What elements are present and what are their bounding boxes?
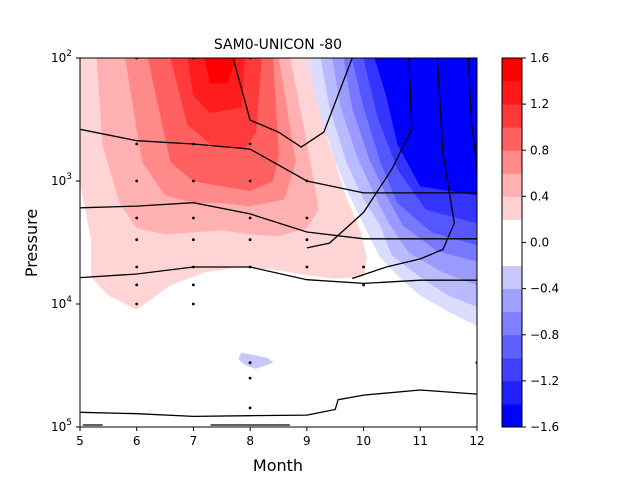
colorbar-band	[502, 357, 522, 382]
y-tick-label: 104	[51, 295, 72, 311]
stipple-dot	[248, 376, 252, 380]
colorbar-band	[502, 173, 522, 197]
stipple-dot	[305, 216, 309, 220]
colorbar: 1.6 1.2 0.8 0.4 0.0 −0.4 −0.8 −1.2 −1.6	[501, 51, 559, 434]
stipple-dot	[135, 283, 139, 287]
stipple-dot	[192, 238, 195, 242]
colorbar-tick-label: 1.2	[530, 97, 549, 111]
stipple-dot	[248, 361, 252, 365]
stipple-dot	[305, 265, 309, 269]
stipple-dot	[135, 265, 139, 269]
x-tick-label: 11	[413, 434, 428, 448]
x-tick-label: 8	[246, 434, 254, 448]
stipple-dot	[305, 238, 309, 242]
colorbar-tick-label: −0.4	[530, 282, 559, 296]
contour-line	[351, 58, 455, 280]
colorbar-tick-label: 1.6	[530, 51, 549, 65]
y-tick-label: 105	[51, 418, 72, 434]
colorbar-band	[502, 196, 522, 220]
colorbar-tick-label: −1.6	[530, 420, 559, 434]
stipple-dot	[192, 142, 195, 146]
contour-line	[80, 128, 477, 194]
x-axis: 5 6 7 8 9 10 11 12	[76, 427, 485, 448]
contour-lines	[80, 58, 477, 418]
x-axis-label: Month	[253, 456, 303, 475]
y-tick-label: 103	[51, 172, 72, 188]
contour-fill-region	[204, 58, 237, 84]
stipple-dot	[248, 216, 252, 220]
colorbar-band	[502, 150, 522, 174]
contour-line	[306, 58, 413, 249]
stipple-dot	[248, 142, 252, 146]
colorbar-tick-label: −1.2	[530, 374, 559, 388]
x-tick-label: 10	[356, 434, 371, 448]
stipple-dot	[135, 179, 139, 183]
colorbar-band	[502, 334, 522, 359]
x-tick-label: 12	[469, 434, 484, 448]
colorbar-tick-label: 0.0	[530, 236, 549, 250]
colorbar-tick-label: −0.8	[530, 328, 559, 342]
contour-fill-region	[238, 352, 274, 369]
stipple-dot	[192, 265, 195, 269]
plot-area	[80, 58, 477, 427]
stipple-dot	[192, 216, 195, 220]
colorbar-band	[502, 127, 522, 151]
x-tick-label: 9	[303, 434, 311, 448]
stipple-dot	[248, 179, 252, 183]
y-tick-label: 102	[51, 49, 72, 65]
colorbar-tick-label: 0.8	[530, 143, 549, 157]
colorbar-tick-label: 0.4	[530, 189, 549, 203]
contour-fill-region	[374, 58, 477, 196]
y-axis: 102 103 104 105	[51, 49, 80, 434]
chart-title: SAM0-UNICON -80	[214, 37, 342, 53]
stipple-dot	[192, 179, 195, 183]
colorbar-band	[502, 265, 522, 290]
stipple-dot	[248, 406, 252, 410]
x-tick-label: 7	[190, 434, 198, 448]
colorbar-band	[502, 81, 522, 105]
stipple-dot	[192, 302, 195, 306]
stipple-dot	[135, 216, 139, 220]
x-tick-label: 6	[133, 434, 141, 448]
plot-frame	[79, 57, 478, 428]
colorbar-band	[502, 219, 522, 266]
stipple-dot	[362, 283, 365, 287]
stipple-dot	[248, 238, 252, 242]
y-axis-label: Pressure	[22, 209, 41, 277]
contour-line	[80, 266, 477, 285]
colorbar-band	[502, 288, 522, 313]
significance-stipples	[135, 58, 477, 410]
colorbar-band	[502, 403, 522, 428]
stipple-dot	[135, 238, 139, 242]
contour-line	[80, 389, 477, 418]
colorbar-band	[502, 104, 522, 128]
stipple-dot	[192, 283, 195, 287]
x-tick-label: 5	[76, 434, 84, 448]
contour-line	[80, 202, 477, 240]
stipple-dot	[362, 265, 365, 269]
stipple-dot	[135, 302, 139, 306]
stipple-dot	[248, 265, 252, 269]
contour-line	[231, 58, 353, 148]
stipple-dot	[135, 142, 139, 146]
filled-contours	[80, 58, 477, 369]
colorbar-band	[502, 58, 522, 82]
contour-line	[467, 58, 477, 170]
colorbar-band	[502, 380, 522, 405]
stipple-dot	[305, 179, 309, 183]
colorbar-band	[502, 311, 522, 336]
